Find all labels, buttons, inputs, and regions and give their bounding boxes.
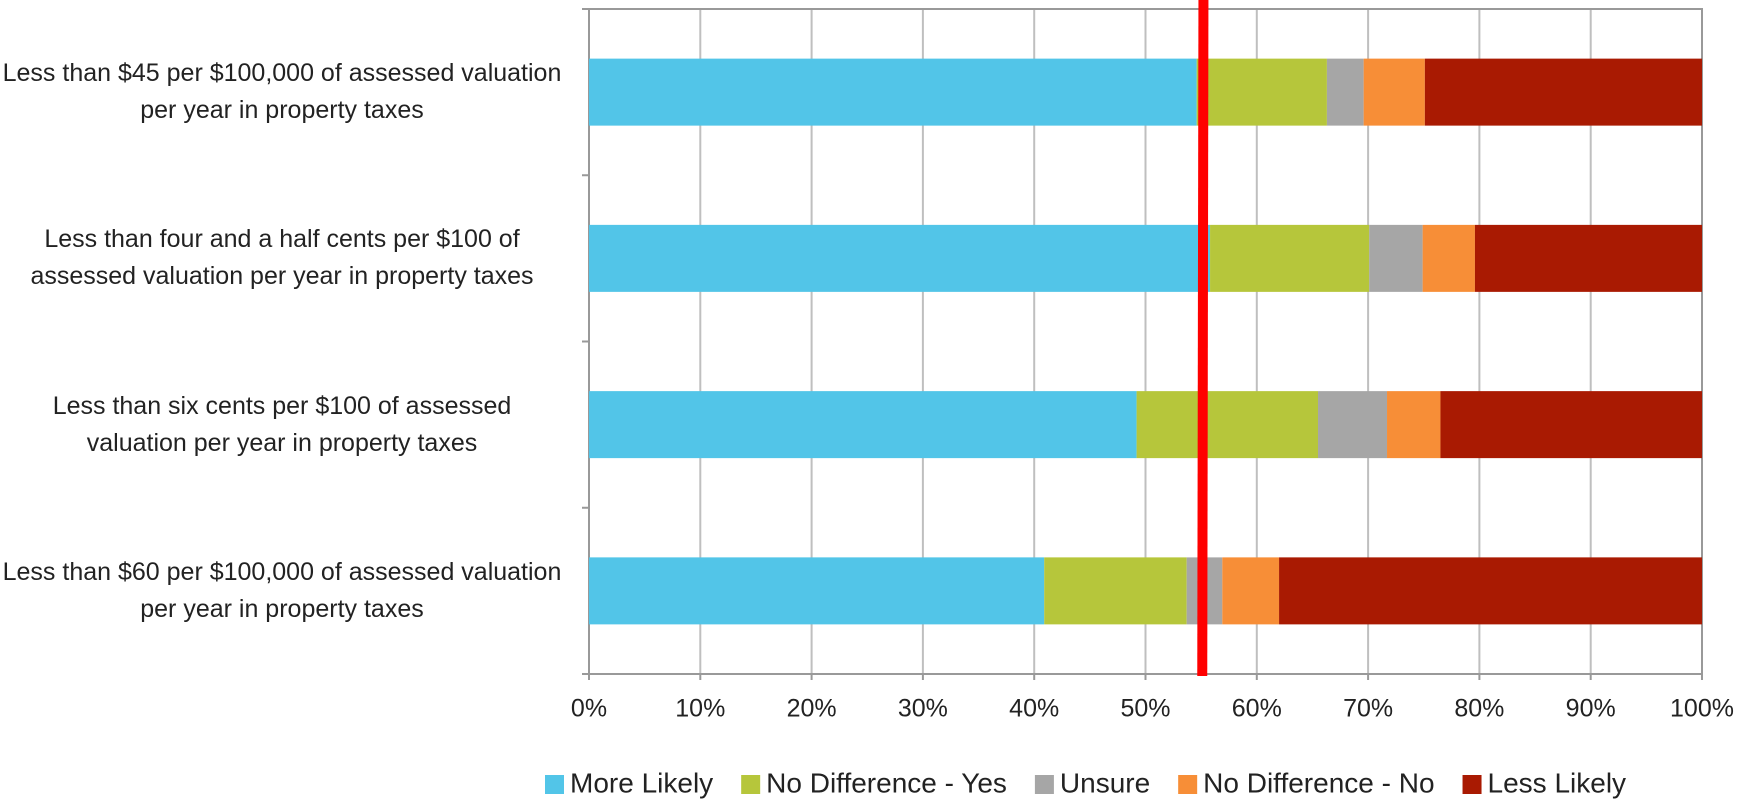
x-tick-label: 50% bbox=[1120, 695, 1170, 723]
legend-swatch bbox=[1034, 775, 1054, 794]
bar-segment bbox=[589, 557, 1045, 625]
legend-label: More Likely bbox=[570, 767, 713, 798]
bar-segment bbox=[1474, 224, 1702, 292]
legend-swatch bbox=[545, 775, 564, 794]
category-label: Less than $45 per $100,000 of assessed v… bbox=[2, 59, 562, 125]
bar-segment bbox=[1369, 224, 1423, 292]
bar-segment bbox=[1424, 58, 1702, 126]
bar-segment bbox=[589, 224, 1211, 292]
x-tick-label: 90% bbox=[1566, 695, 1616, 723]
x-tick-label: 20% bbox=[787, 695, 837, 723]
reference-line bbox=[1197, 0, 1209, 677]
bar-segment bbox=[1326, 58, 1364, 126]
legend-swatch bbox=[741, 775, 761, 794]
legend-swatch bbox=[1178, 775, 1198, 794]
x-tick-label: 10% bbox=[675, 695, 725, 723]
bar-segment bbox=[1440, 391, 1702, 459]
legend-label: No Difference - Yes bbox=[766, 767, 1007, 798]
bar-segment bbox=[1279, 557, 1702, 625]
bar-segment bbox=[1136, 391, 1319, 459]
bar-segment bbox=[589, 391, 1137, 459]
bar-segment bbox=[589, 58, 1197, 126]
bar-segment bbox=[1318, 391, 1388, 459]
bar-segment bbox=[1196, 58, 1327, 126]
x-tick-label: 100% bbox=[1670, 695, 1734, 723]
bar-segment bbox=[1363, 58, 1425, 126]
category-label: Less than six cents per $100 of assessed… bbox=[52, 391, 512, 457]
bar-segment bbox=[1044, 557, 1187, 625]
bar-segment bbox=[1222, 557, 1280, 625]
x-tick-label: 40% bbox=[1009, 695, 1059, 723]
x-tick-label: 30% bbox=[898, 695, 948, 723]
bar-segment bbox=[1210, 224, 1370, 292]
x-tick-label: 60% bbox=[1232, 695, 1282, 723]
legend-label: Unsure bbox=[1060, 767, 1150, 798]
x-tick-label: 80% bbox=[1454, 695, 1504, 723]
bar-segment bbox=[1422, 224, 1475, 292]
bar-segment bbox=[1387, 391, 1441, 459]
x-tick-label: 70% bbox=[1343, 695, 1393, 723]
legend-swatch bbox=[1462, 775, 1482, 794]
category-label: Less than four and a half cents per $100… bbox=[30, 225, 534, 291]
legend-label: No Difference - No bbox=[1203, 767, 1434, 798]
x-tick-label: 0% bbox=[571, 695, 607, 723]
category-label: Less than $60 per $100,000 of assessed v… bbox=[2, 557, 562, 623]
legend-label: Less Likely bbox=[1488, 767, 1627, 798]
